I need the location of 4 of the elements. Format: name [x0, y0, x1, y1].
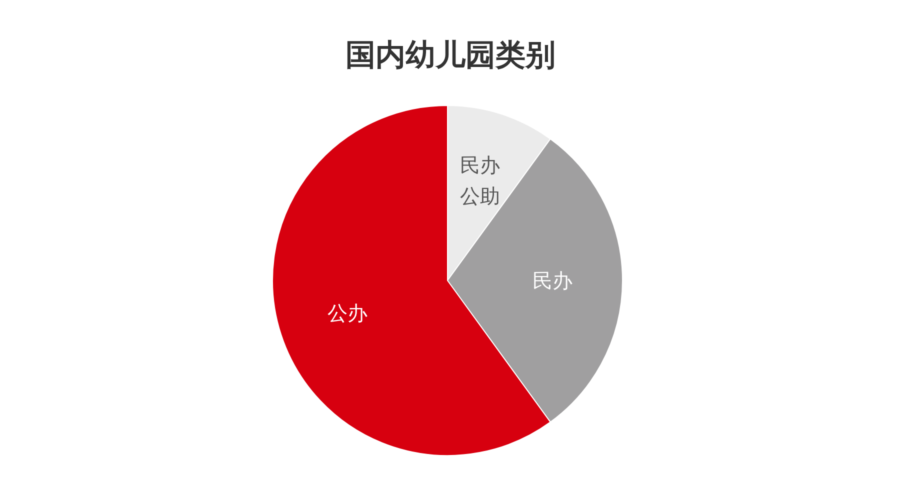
- slice-label: 民办公助: [460, 153, 500, 208]
- slice-label: 民办: [532, 268, 572, 292]
- chart-title: 国内幼儿园类别: [346, 38, 556, 73]
- slice-label: 公办: [328, 300, 368, 325]
